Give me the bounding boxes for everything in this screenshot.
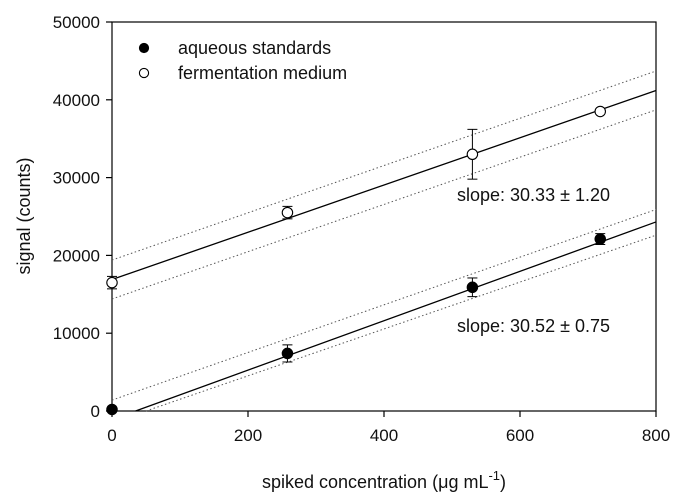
- legend: aqueous standards fermentation medium: [138, 38, 347, 83]
- fermentation-ci-upper-line: [111, 70, 657, 261]
- x-tick-label-800: 800: [642, 426, 670, 445]
- x-axis-label-superscript: -1: [488, 468, 500, 483]
- x-tick-label-0: 0: [107, 426, 116, 445]
- legend-marker-aqueous-standards: [138, 42, 150, 54]
- data-points: [106, 105, 606, 416]
- fermentation-point-2: [466, 148, 479, 161]
- x-axis-label-close: ): [500, 472, 506, 492]
- legend-marker-fermentation-medium: [138, 67, 150, 79]
- legend-label-fermentation-medium: fermentation medium: [178, 63, 347, 83]
- fermentation-point-0: [106, 276, 118, 289]
- legend-label-aqueous-standards: aqueous standards: [178, 38, 331, 58]
- aqueous-fit-line: [135, 221, 657, 412]
- y-tick-label-0: 0: [91, 402, 100, 421]
- x-axis-label-main: spiked concentration (μg mL: [262, 472, 489, 492]
- x-axis-label: spiked concentration (μg mL-1): [262, 468, 506, 492]
- axis-ticks: [106, 21, 657, 417]
- aqueous-point-1: [281, 347, 294, 360]
- y-tick-label-50000: 50000: [53, 13, 100, 32]
- x-tick-label-400: 400: [370, 426, 398, 445]
- aqueous-point-3: [594, 233, 606, 245]
- x-tick-label-600: 600: [506, 426, 534, 445]
- aqueous-ci-upper-line: [111, 209, 657, 401]
- y-tick-label-40000: 40000: [53, 91, 100, 110]
- tick-labels: 0 200 400 600 800 0 10000 20000 30000 40000 50000: [53, 13, 670, 445]
- slope-annotation-aqueous: slope: 30.52 ± 0.75: [457, 316, 610, 336]
- fermentation-point-1: [281, 206, 294, 219]
- y-axis-label: signal (counts): [14, 157, 34, 274]
- fermentation-fit-line: [111, 89, 657, 281]
- fermentation-point-3: [594, 105, 606, 118]
- y-tick-label-20000: 20000: [53, 246, 100, 265]
- y-tick-label-10000: 10000: [53, 324, 100, 343]
- y-tick-label-30000: 30000: [53, 169, 100, 188]
- aqueous-point-2: [466, 281, 479, 294]
- slope-annotation-fermentation: slope: 30.33 ± 1.20: [457, 185, 610, 205]
- x-tick-label-200: 200: [234, 426, 262, 445]
- fit-lines: [111, 70, 657, 412]
